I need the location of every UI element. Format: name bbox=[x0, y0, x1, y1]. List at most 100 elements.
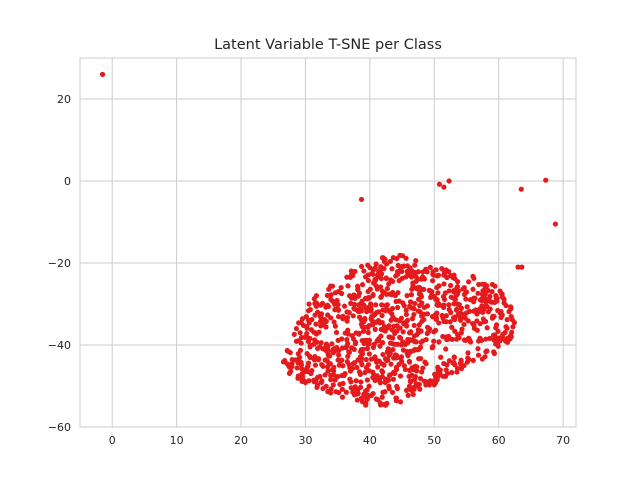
data-point bbox=[399, 268, 405, 275]
data-point bbox=[408, 274, 415, 280]
data-point bbox=[415, 308, 421, 314]
data-point bbox=[315, 309, 321, 315]
data-point bbox=[350, 389, 356, 395]
data-point bbox=[515, 264, 521, 270]
data-point bbox=[305, 360, 312, 366]
data-point bbox=[373, 359, 380, 365]
data-point bbox=[338, 285, 344, 291]
x-tick-label: 30 bbox=[298, 434, 312, 447]
data-point bbox=[322, 345, 328, 351]
chart-title: Latent Variable T-SNE per Class bbox=[214, 37, 442, 53]
data-point bbox=[344, 337, 350, 343]
data-point bbox=[450, 360, 456, 366]
data-point bbox=[453, 307, 460, 313]
data-point bbox=[365, 329, 371, 336]
data-point bbox=[379, 369, 386, 375]
data-point bbox=[340, 380, 346, 387]
data-point bbox=[378, 294, 384, 300]
data-point bbox=[444, 274, 450, 281]
x-axis-ticks: 0 10 20 30 40 50 60 70 bbox=[109, 434, 570, 447]
data-point bbox=[99, 71, 106, 77]
data-point bbox=[495, 343, 501, 349]
data-point bbox=[398, 354, 405, 360]
data-point bbox=[471, 325, 478, 331]
data-point bbox=[312, 362, 319, 368]
data-point bbox=[339, 386, 345, 392]
data-point bbox=[339, 394, 346, 400]
data-point bbox=[394, 385, 401, 392]
data-point bbox=[436, 181, 443, 187]
data-point bbox=[366, 351, 372, 357]
data-point bbox=[373, 261, 379, 267]
data-point bbox=[415, 327, 421, 333]
data-point bbox=[328, 292, 334, 298]
data-point bbox=[356, 331, 362, 337]
data-point bbox=[296, 320, 302, 326]
data-point bbox=[380, 389, 386, 396]
data-point bbox=[483, 336, 489, 342]
data-point bbox=[322, 357, 328, 363]
data-point bbox=[293, 325, 299, 332]
data-point bbox=[353, 339, 359, 345]
data-point bbox=[401, 321, 407, 327]
data-point bbox=[379, 312, 385, 319]
data-point bbox=[458, 365, 465, 372]
data-point bbox=[328, 390, 334, 396]
data-point bbox=[365, 307, 371, 313]
data-point bbox=[381, 258, 387, 265]
data-point bbox=[412, 262, 418, 268]
data-point bbox=[423, 336, 429, 343]
data-point bbox=[313, 300, 320, 306]
data-point bbox=[393, 398, 399, 404]
data-point bbox=[358, 307, 364, 314]
data-point bbox=[375, 364, 381, 370]
data-point bbox=[499, 294, 505, 300]
data-point bbox=[343, 345, 349, 351]
data-point bbox=[451, 272, 457, 278]
data-point bbox=[319, 361, 325, 368]
data-point bbox=[364, 345, 370, 352]
data-point bbox=[335, 357, 341, 363]
data-point bbox=[416, 356, 422, 362]
data-point bbox=[389, 389, 396, 395]
data-point bbox=[389, 266, 395, 272]
data-point bbox=[455, 279, 461, 285]
data-point bbox=[347, 376, 353, 382]
data-point bbox=[372, 354, 378, 360]
data-point bbox=[358, 384, 364, 390]
data-point bbox=[332, 301, 338, 307]
data-point bbox=[383, 303, 389, 309]
x-tick-label: 70 bbox=[556, 434, 570, 447]
data-point bbox=[463, 310, 469, 316]
data-point bbox=[470, 286, 476, 292]
data-point bbox=[383, 275, 389, 281]
data-point bbox=[377, 320, 383, 326]
data-point bbox=[384, 285, 390, 292]
data-point bbox=[385, 377, 392, 383]
data-point bbox=[387, 334, 393, 340]
data-point bbox=[346, 349, 352, 356]
data-point bbox=[332, 307, 338, 313]
data-point bbox=[387, 349, 393, 355]
data-point bbox=[311, 341, 317, 347]
data-point bbox=[417, 375, 424, 382]
data-point bbox=[305, 335, 311, 341]
data-point bbox=[314, 330, 320, 336]
data-point bbox=[379, 361, 385, 367]
data-point bbox=[364, 387, 370, 393]
data-point bbox=[419, 313, 425, 319]
data-point bbox=[434, 302, 440, 308]
data-point bbox=[426, 328, 432, 335]
data-point bbox=[318, 314, 324, 320]
data-point bbox=[485, 287, 491, 294]
data-point bbox=[348, 272, 355, 278]
data-point bbox=[352, 268, 358, 275]
data-point bbox=[358, 317, 364, 323]
data-point bbox=[407, 337, 413, 343]
data-point bbox=[427, 264, 433, 270]
data-point bbox=[406, 383, 413, 389]
data-point bbox=[408, 292, 415, 298]
data-point bbox=[286, 364, 292, 370]
data-point bbox=[424, 303, 431, 309]
data-point bbox=[420, 365, 426, 371]
